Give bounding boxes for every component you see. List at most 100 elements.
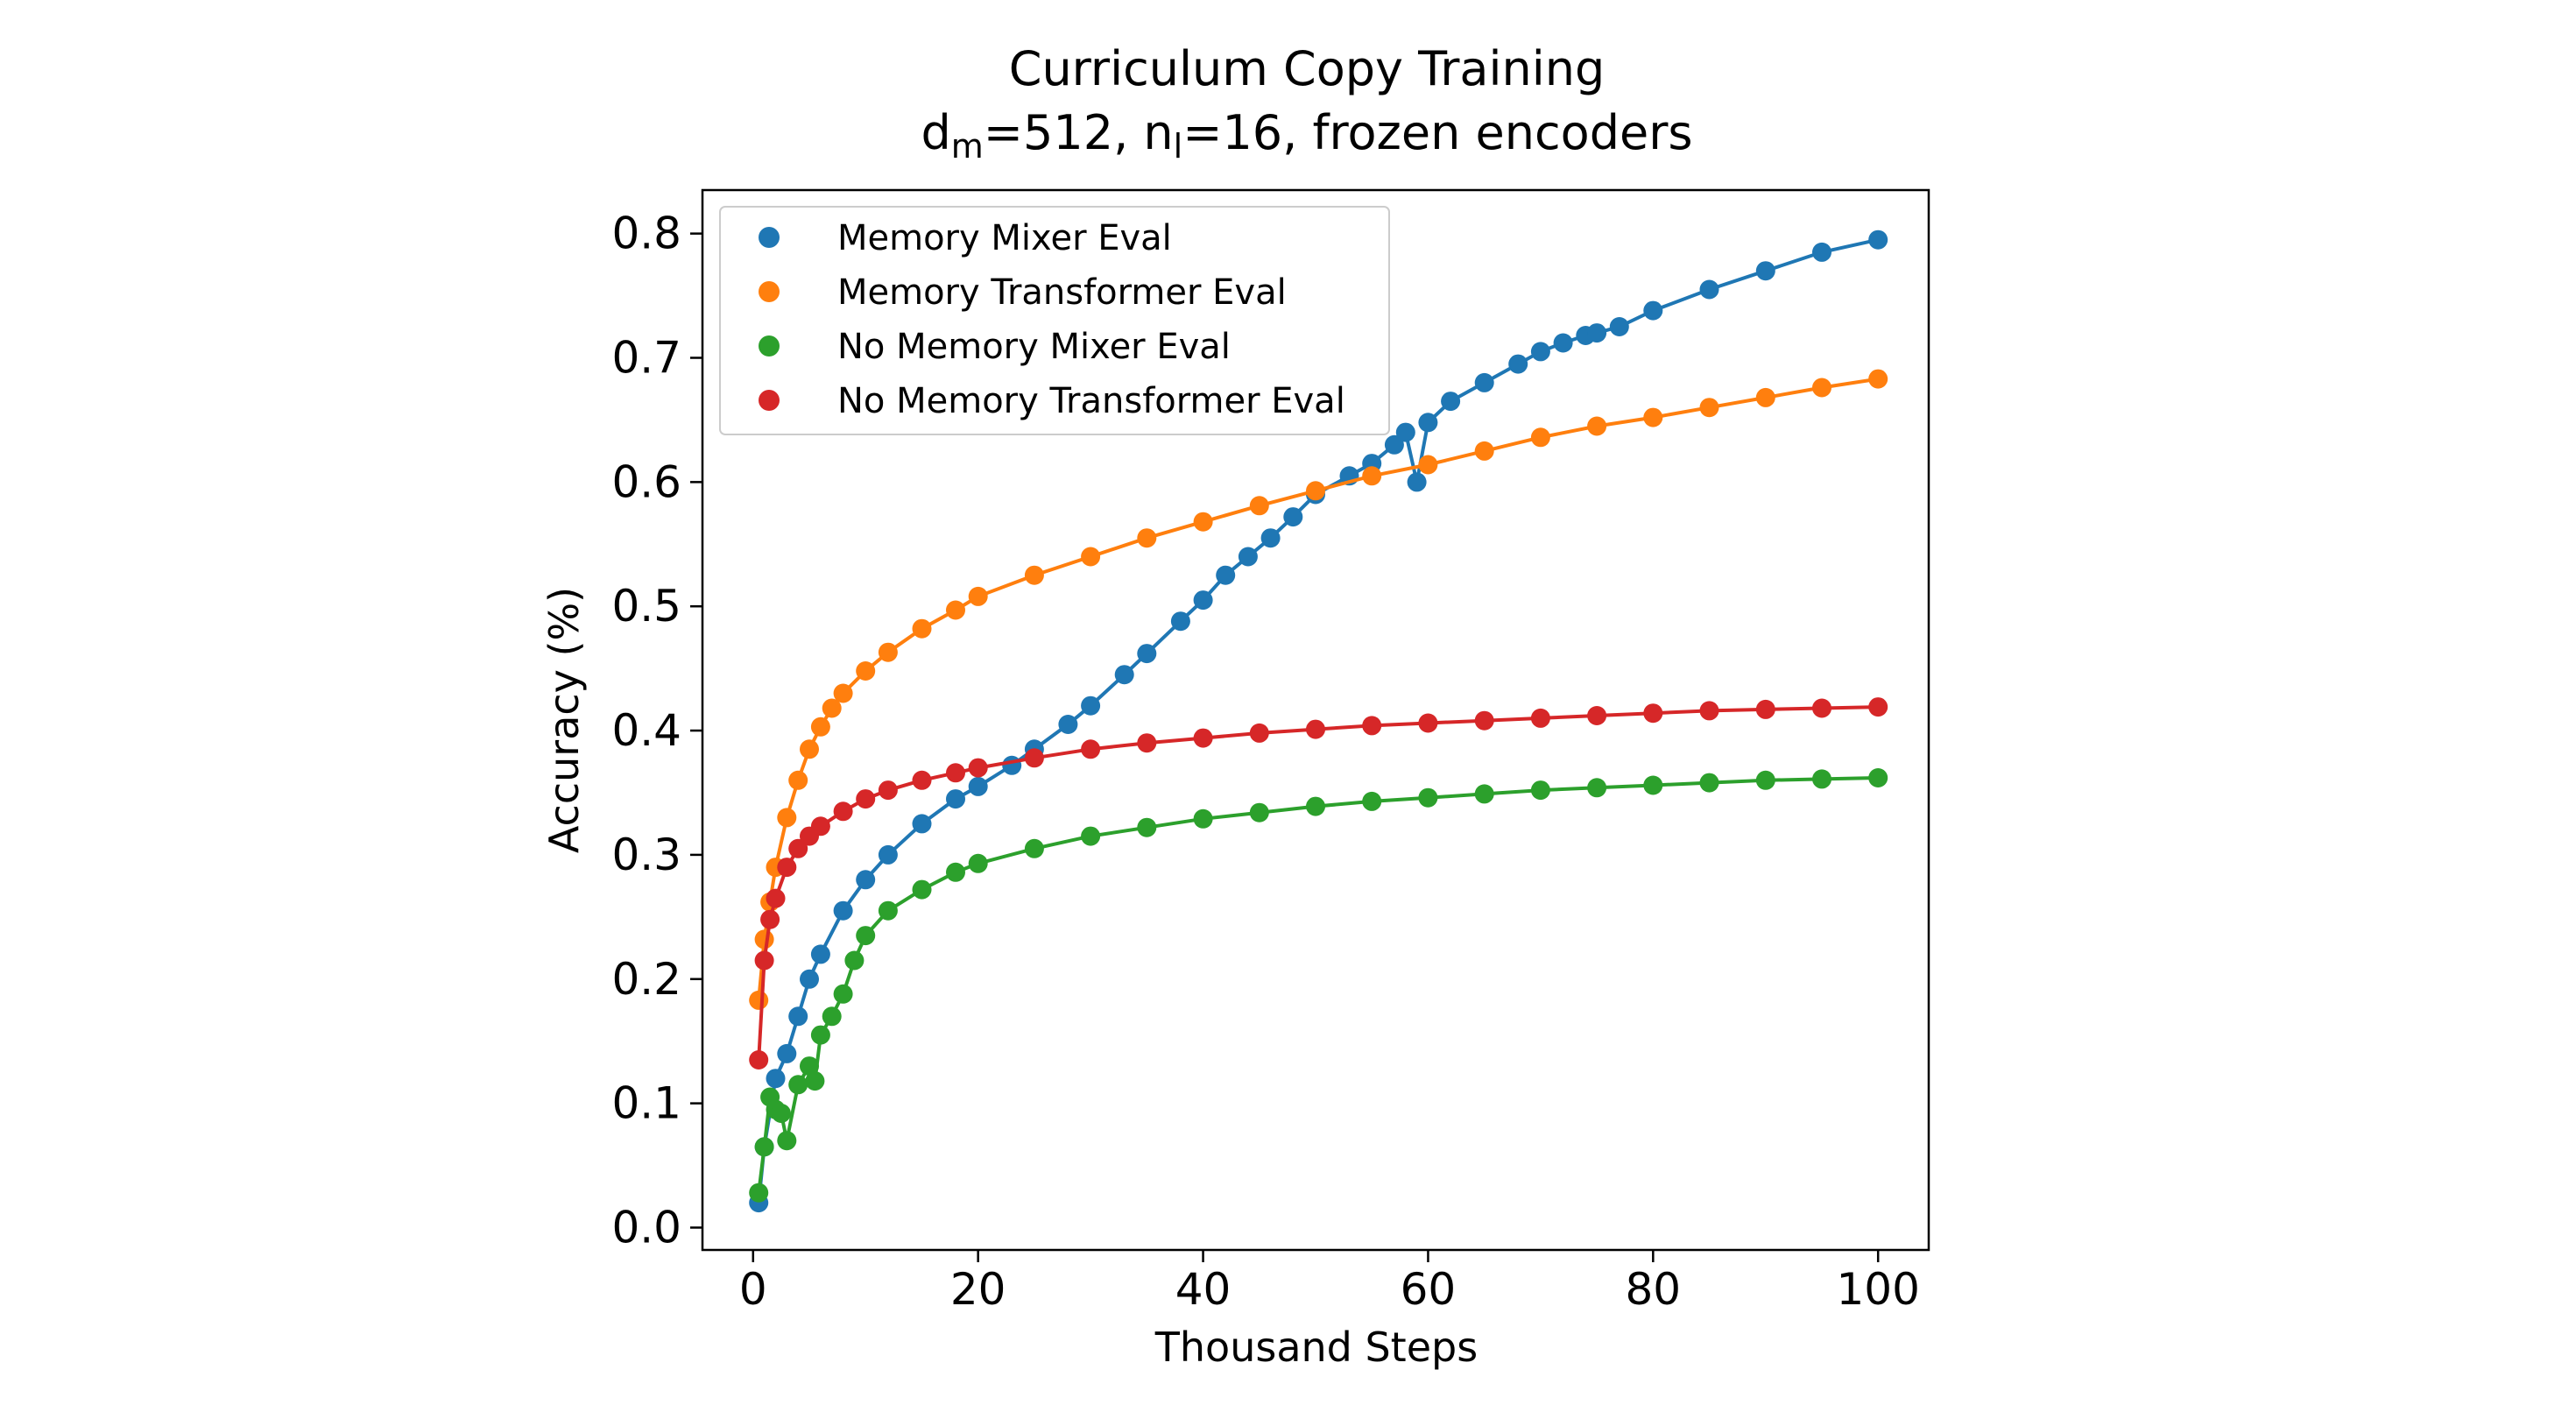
- data-point: [810, 717, 830, 737]
- data-point: [810, 944, 830, 964]
- series-line: [757, 776, 1879, 1193]
- data-point: [1384, 434, 1404, 455]
- data-point: [1024, 565, 1044, 585]
- y-tick-label: 0.8: [611, 208, 681, 259]
- data-point: [833, 683, 853, 703]
- data-point: [766, 888, 786, 908]
- subtitle-rest: =16, frozen encoders: [1182, 105, 1692, 160]
- legend-box: [719, 206, 1390, 435]
- data-point: [1193, 808, 1213, 829]
- data-point: [1418, 413, 1438, 433]
- data-point: [760, 909, 780, 929]
- data-point: [1812, 769, 1831, 789]
- legend-label: Memory Transformer Eval: [837, 272, 1287, 313]
- data-point: [878, 642, 898, 662]
- data-point: [1755, 770, 1775, 790]
- data-point: [1193, 728, 1213, 748]
- subtitle-middle: =512, n: [984, 105, 1174, 160]
- data-point: [912, 879, 932, 900]
- data-point: [1755, 261, 1775, 281]
- data-point: [946, 789, 965, 809]
- x-tick-label: 80: [1626, 1264, 1682, 1315]
- data-point: [1249, 496, 1269, 516]
- data-point: [771, 1104, 791, 1123]
- data-point: [1587, 778, 1607, 798]
- chart-title: Curriculum Copy Training: [1009, 41, 1606, 96]
- data-point: [800, 1056, 819, 1077]
- data-point: [810, 816, 830, 837]
- data-point: [1058, 715, 1078, 734]
- data-point: [1643, 300, 1663, 321]
- data-point: [856, 926, 876, 946]
- data-point: [1137, 733, 1157, 753]
- legend-label: No Memory Transformer Eval: [837, 381, 1345, 421]
- data-point: [1081, 826, 1101, 846]
- data-point: [1474, 710, 1494, 731]
- data-point: [1474, 784, 1494, 804]
- data-point: [805, 1071, 825, 1091]
- x-tick-label: 40: [1175, 1264, 1232, 1315]
- data-point: [968, 776, 988, 796]
- data-point: [800, 739, 819, 759]
- data-point: [946, 600, 965, 620]
- data-point: [1609, 317, 1629, 336]
- data-point: [1137, 528, 1157, 548]
- data-point: [1418, 713, 1438, 733]
- data-point: [1238, 547, 1258, 567]
- x-tick-label: 0: [739, 1264, 767, 1315]
- data-point: [912, 770, 932, 790]
- data-point: [1755, 387, 1775, 407]
- data-point: [1643, 775, 1663, 795]
- x-tick-label: 20: [950, 1264, 1006, 1315]
- legend: Memory Mixer Eval Memory Transformer Eval…: [719, 206, 1390, 435]
- data-point: [1081, 547, 1101, 567]
- data-point: [1249, 723, 1269, 743]
- data-point: [749, 990, 769, 1010]
- data-point: [822, 698, 842, 718]
- data-point: [833, 801, 853, 822]
- x-tick-label: 100: [1836, 1264, 1919, 1315]
- legend-label: Memory Mixer Eval: [837, 218, 1172, 258]
- data-point: [1407, 472, 1427, 492]
- data-point: [833, 900, 853, 921]
- data-point: [1699, 279, 1719, 300]
- x-axis-label: Thousand Steps: [1154, 1324, 1478, 1371]
- data-point: [1362, 716, 1382, 736]
- plot-series: [749, 229, 1888, 1213]
- data-point: [749, 1183, 769, 1203]
- data-point: [777, 858, 797, 878]
- data-point: [788, 770, 808, 790]
- y-tick-label: 0.5: [611, 581, 681, 632]
- data-point: [912, 618, 932, 639]
- data-point: [1193, 512, 1213, 532]
- data-point: [1699, 701, 1719, 721]
- data-point: [878, 780, 898, 801]
- data-point: [777, 1131, 797, 1151]
- data-point: [1643, 703, 1663, 724]
- data-point: [968, 758, 988, 778]
- data-point: [856, 870, 876, 890]
- series-3: [749, 768, 1888, 1203]
- data-point: [1081, 695, 1101, 716]
- data-point: [1306, 796, 1325, 816]
- data-point: [968, 586, 988, 606]
- data-point: [1474, 441, 1494, 461]
- data-point: [1306, 719, 1325, 739]
- data-point: [1508, 354, 1528, 374]
- data-point: [1114, 665, 1134, 685]
- data-point: [777, 1043, 797, 1063]
- y-tick-label: 0.0: [611, 1202, 681, 1253]
- y-tick-label: 0.3: [611, 830, 681, 880]
- data-point: [1474, 372, 1494, 392]
- data-point: [1170, 611, 1190, 632]
- data-point: [822, 1006, 842, 1027]
- data-point: [777, 808, 797, 828]
- data-point: [1587, 416, 1607, 436]
- series-2: [749, 369, 1888, 1010]
- data-point: [1868, 229, 1888, 250]
- y-tick-label: 0.6: [611, 456, 681, 507]
- data-point: [1643, 407, 1663, 427]
- y-tick-label: 0.2: [611, 954, 681, 1005]
- data-point: [1587, 323, 1607, 343]
